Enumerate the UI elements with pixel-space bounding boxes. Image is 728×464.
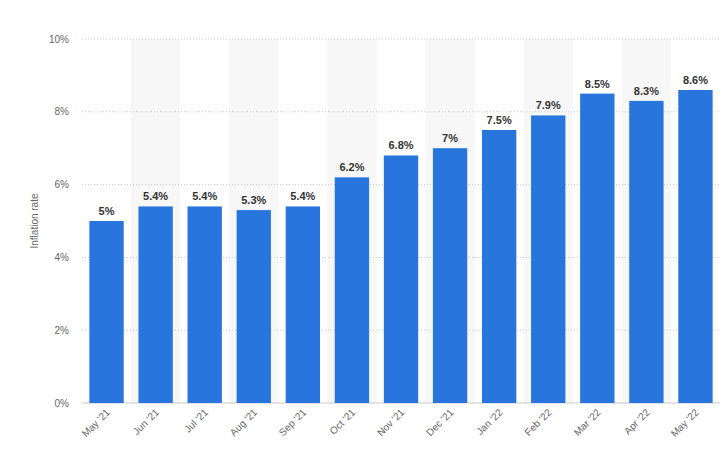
data-label: 5.4% — [192, 190, 217, 202]
x-tick-label: Mar '22 — [572, 406, 603, 437]
grid-line — [82, 39, 720, 40]
data-label: 5.3% — [241, 194, 266, 206]
x-tick-label: May '22 — [669, 406, 702, 439]
grid-line — [82, 111, 720, 112]
column-band — [524, 39, 573, 403]
column-band — [327, 39, 376, 403]
x-tick-label: Feb '22 — [522, 406, 553, 437]
column-band — [229, 39, 278, 403]
bar — [188, 206, 222, 403]
y-tick-label: 4% — [55, 252, 70, 263]
data-label: 5.4% — [143, 190, 168, 202]
bar — [138, 206, 172, 403]
x-tick-label: Jun '21 — [131, 406, 162, 437]
data-label: 8.6% — [683, 74, 708, 86]
y-tick-label: 2% — [55, 325, 70, 336]
data-label: 6.2% — [339, 161, 364, 173]
x-tick-label: Jul '21 — [182, 406, 210, 434]
x-tick-label: May '21 — [80, 406, 113, 439]
bar — [580, 94, 614, 403]
y-tick-label: 0% — [55, 398, 70, 409]
x-tick-label: Dec '21 — [424, 406, 456, 438]
data-label: 7.5% — [487, 114, 512, 126]
bar — [89, 221, 123, 403]
bars — [89, 90, 712, 403]
data-label: 7.9% — [536, 99, 561, 111]
data-label: 5.4% — [290, 190, 315, 202]
chart-svg: 0% 2% 4% 6% 8% 10% Inflation rate 5% 5.4% 5.4% 5.3… — [0, 0, 728, 464]
y-tick-label: 6% — [55, 179, 70, 190]
bar — [335, 177, 369, 403]
data-label: 8.3% — [634, 85, 659, 97]
bar — [384, 155, 418, 403]
x-tick-label: Sep '21 — [277, 406, 309, 438]
x-tick-label: Oct '21 — [327, 406, 357, 436]
y-axis-title: Inflation rate — [29, 193, 40, 248]
x-tick-label: Apr '22 — [622, 406, 652, 436]
chart-container: 0% 2% 4% 6% 8% 10% Inflation rate 5% 5.4% 5.4% 5.3… — [0, 0, 728, 464]
data-label: 6.8% — [388, 139, 413, 151]
data-label: 5% — [99, 205, 115, 217]
x-tick-label: Aug '21 — [228, 406, 260, 438]
column-band — [622, 39, 671, 403]
bar — [629, 101, 663, 403]
bar — [433, 148, 467, 403]
y-tick-label: 8% — [55, 106, 70, 117]
bar — [237, 210, 271, 403]
y-tick-label: 10% — [49, 34, 69, 45]
column-band — [131, 39, 180, 403]
x-tick-label: Jan '22 — [474, 406, 505, 437]
bar — [678, 90, 712, 403]
bar — [531, 115, 565, 403]
x-tick-label: Nov '21 — [375, 406, 407, 438]
bar — [286, 206, 320, 403]
bar — [482, 130, 516, 403]
data-label: 7% — [442, 132, 458, 144]
column-band — [426, 39, 475, 403]
data-label: 8.5% — [585, 78, 610, 90]
